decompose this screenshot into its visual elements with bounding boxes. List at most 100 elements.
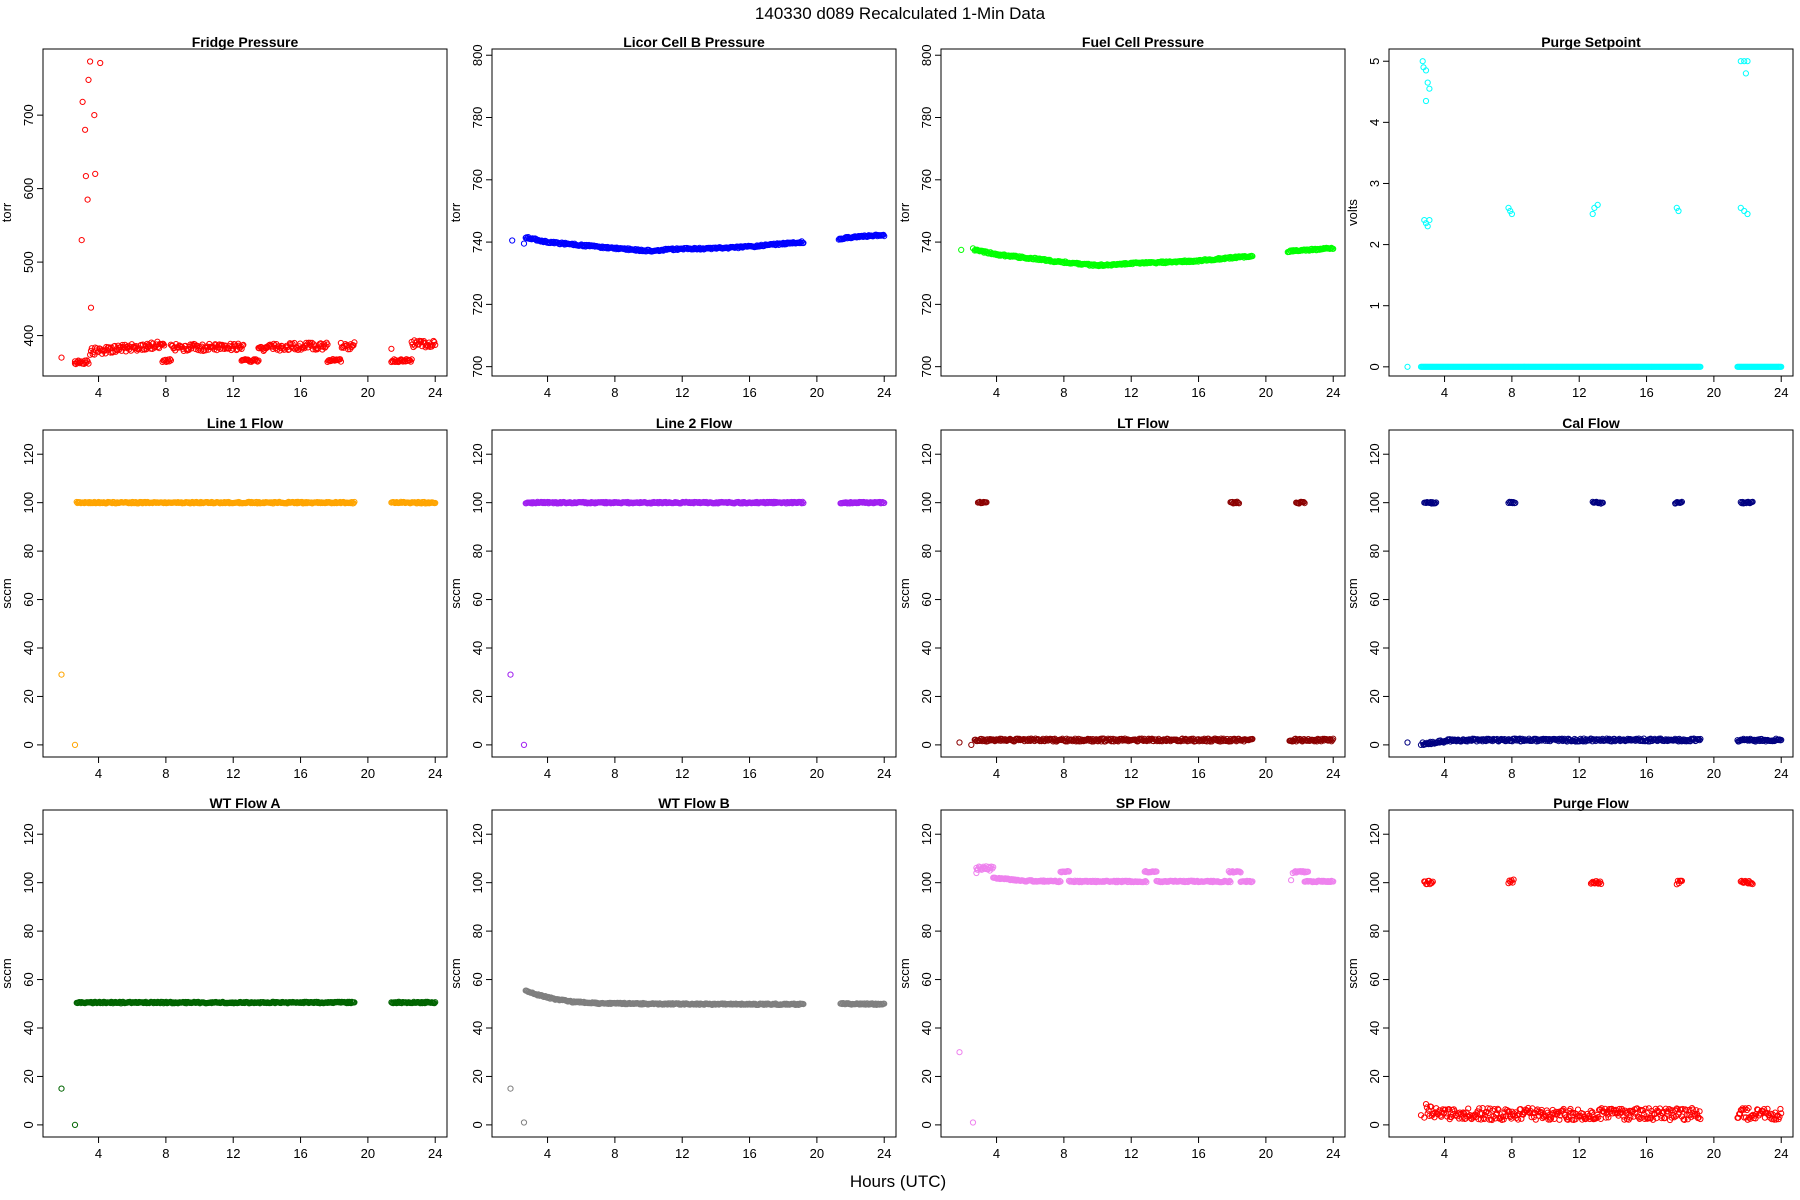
data-point-sp-flow-324 — [1237, 869, 1244, 876]
y-tick-label-line-2-flow-40: 40 — [470, 641, 485, 655]
data-point-lt-flow-401 — [1234, 498, 1241, 505]
data-point-sp-flow-310 — [1227, 879, 1234, 886]
data-point-cal-flow-396 — [1432, 500, 1439, 507]
data-point-purge-flow-73 — [1482, 1109, 1490, 1116]
data-point-fridge-pressure-57 — [109, 349, 116, 356]
data-point-purge-setpoint-23 — [1737, 204, 1744, 211]
plot-frame-sp-flow — [940, 809, 1346, 1138]
data-point-lt-flow-413 — [1301, 500, 1308, 507]
data-point-sp-flow-208 — [1143, 879, 1150, 886]
panel-title-cal-flow: Cal Flow — [1562, 415, 1620, 431]
x-tick-label-purge-flow-8: 8 — [1508, 1146, 1515, 1161]
x-tick-label-line-2-flow-12: 12 — [675, 766, 689, 781]
data-point-wt-flow-b-0 — [507, 1085, 514, 1092]
x-tick-label-fridge-pressure-8: 8 — [162, 385, 169, 400]
x-tick-label-purge-setpoint-16: 16 — [1639, 385, 1653, 400]
data-point-wt-flow-a-0 — [58, 1085, 65, 1092]
x-tick-label-wt-flow-a-8: 8 — [162, 1146, 169, 1161]
y-tick-label-line-2-flow-100: 100 — [470, 492, 485, 514]
panel-title-line-1-flow: Line 1 Flow — [207, 415, 283, 431]
plot-frame-cal-flow — [1388, 429, 1794, 758]
y-tick-label-line-1-flow-100: 100 — [21, 492, 36, 514]
y-tick-label-cal-flow-40: 40 — [1367, 641, 1382, 655]
y-tick-label-purge-flow-80: 80 — [1367, 924, 1382, 938]
plot-frame-licor-cell-b-pressure — [491, 48, 897, 377]
data-point-line-2-flow-380 — [878, 499, 885, 507]
y-axis-label-purge-setpoint: volts — [1345, 199, 1360, 226]
plot-frame-line-2-flow — [491, 429, 897, 758]
data-point-fridge-pressure-12 — [92, 170, 99, 177]
data-point-licor-cell-b-pressure-385 — [881, 233, 888, 240]
y-tick-label-line-2-flow-0: 0 — [470, 741, 485, 748]
plot-frame-line-1-flow — [42, 429, 448, 758]
data-point-lt-flow-331 — [1249, 735, 1256, 743]
data-point-cal-flow-402 — [1509, 500, 1516, 507]
data-point-cal-flow-0 — [1404, 739, 1411, 746]
data-point-fridge-pressure-257 — [274, 346, 281, 353]
data-points-lt-flow — [956, 498, 1337, 749]
y-tick-label-wt-flow-b-40: 40 — [470, 1021, 485, 1035]
data-point-line-2-flow-330 — [799, 498, 806, 505]
data-points-wt-flow-b — [507, 987, 888, 1126]
x-tick-label-fridge-pressure-20: 20 — [361, 385, 375, 400]
data-point-purge-flow-70 — [1480, 1115, 1487, 1122]
x-tick-label-fridge-pressure-4: 4 — [95, 385, 102, 400]
x-tick-label-purge-setpoint-20: 20 — [1707, 385, 1721, 400]
data-point-fridge-pressure-128 — [167, 357, 174, 364]
data-point-sp-flow-307 — [1224, 879, 1232, 886]
y-tick-label-purge-flow-40: 40 — [1367, 1021, 1382, 1035]
x-tick-label-line-2-flow-24: 24 — [877, 766, 891, 781]
y-tick-label-wt-flow-a-120: 120 — [21, 823, 36, 845]
figure-title: 140330 d089 Recalculated 1-Min Data — [755, 4, 1046, 23]
data-point-wt-flow-a-383 — [432, 999, 439, 1006]
y-tick-label-wt-flow-b-80: 80 — [470, 924, 485, 938]
data-point-purge-flow-160 — [1556, 1116, 1563, 1123]
data-points-line-1-flow — [58, 498, 439, 749]
data-point-line-1-flow-383 — [432, 499, 439, 507]
data-point-cal-flow-405 — [1512, 499, 1519, 506]
plot-frame-purge-flow — [1388, 809, 1794, 1138]
x-tick-label-line-2-flow-20: 20 — [810, 766, 824, 781]
y-tick-label-wt-flow-a-80: 80 — [21, 924, 36, 938]
data-point-licor-cell-b-pressure-331 — [800, 239, 807, 247]
y-tick-label-line-1-flow-20: 20 — [21, 689, 36, 703]
plot-frame-wt-flow-a — [42, 809, 448, 1138]
x-tick-label-line-2-flow-8: 8 — [611, 766, 618, 781]
data-point-purge-setpoint-24 — [1741, 207, 1748, 215]
y-tick-label-lt-flow-120: 120 — [919, 443, 934, 465]
data-point-purge-setpoint-12 — [1507, 207, 1514, 215]
data-point-purge-setpoint-25 — [1744, 210, 1751, 218]
data-point-sp-flow-21 — [985, 863, 992, 871]
y-tick-label-purge-flow-60: 60 — [1367, 972, 1382, 986]
y-tick-label-wt-flow-a-40: 40 — [21, 1021, 36, 1035]
x-tick-label-lt-flow-12: 12 — [1124, 766, 1138, 781]
data-point-wt-flow-a-382 — [431, 1000, 438, 1007]
x-tick-label-purge-flow-16: 16 — [1639, 1146, 1653, 1161]
data-point-lt-flow-0 — [956, 739, 963, 746]
x-tick-label-purge-flow-12: 12 — [1572, 1146, 1586, 1161]
data-point-purge-flow-262 — [1642, 1105, 1649, 1112]
data-point-purge-setpoint-357 — [1697, 363, 1704, 370]
data-point-wt-flow-a-1 — [71, 1121, 79, 1129]
x-tick-label-sp-flow-20: 20 — [1259, 1146, 1273, 1161]
y-tick-label-cal-flow-20: 20 — [1367, 689, 1382, 703]
x-tick-label-fridge-pressure-16: 16 — [293, 385, 307, 400]
x-tick-label-line-2-flow-16: 16 — [742, 766, 756, 781]
data-point-fridge-pressure-347 — [350, 342, 357, 349]
y-tick-label-line-1-flow-80: 80 — [21, 544, 36, 558]
y-tick-label-wt-flow-b-60: 60 — [470, 972, 485, 986]
x-tick-label-sp-flow-8: 8 — [1060, 1146, 1067, 1161]
data-point-purge-flow-28 — [1444, 1106, 1452, 1113]
x-tick-label-purge-flow-20: 20 — [1707, 1146, 1721, 1161]
data-point-purge-flow-74 — [1483, 1108, 1490, 1115]
data-point-sp-flow-222 — [1153, 868, 1160, 875]
y-tick-label-licor-cell-b-pressure-800: 800 — [470, 44, 485, 66]
y-tick-label-lt-flow-80: 80 — [919, 544, 934, 558]
data-point-line-2-flow-0 — [507, 671, 514, 678]
y-tick-label-sp-flow-20: 20 — [919, 1069, 934, 1083]
data-point-fridge-pressure-4 — [79, 98, 86, 106]
y-tick-label-lt-flow-60: 60 — [919, 592, 934, 606]
data-point-fridge-pressure-213 — [239, 342, 246, 349]
y-tick-label-wt-flow-b-100: 100 — [470, 872, 485, 894]
